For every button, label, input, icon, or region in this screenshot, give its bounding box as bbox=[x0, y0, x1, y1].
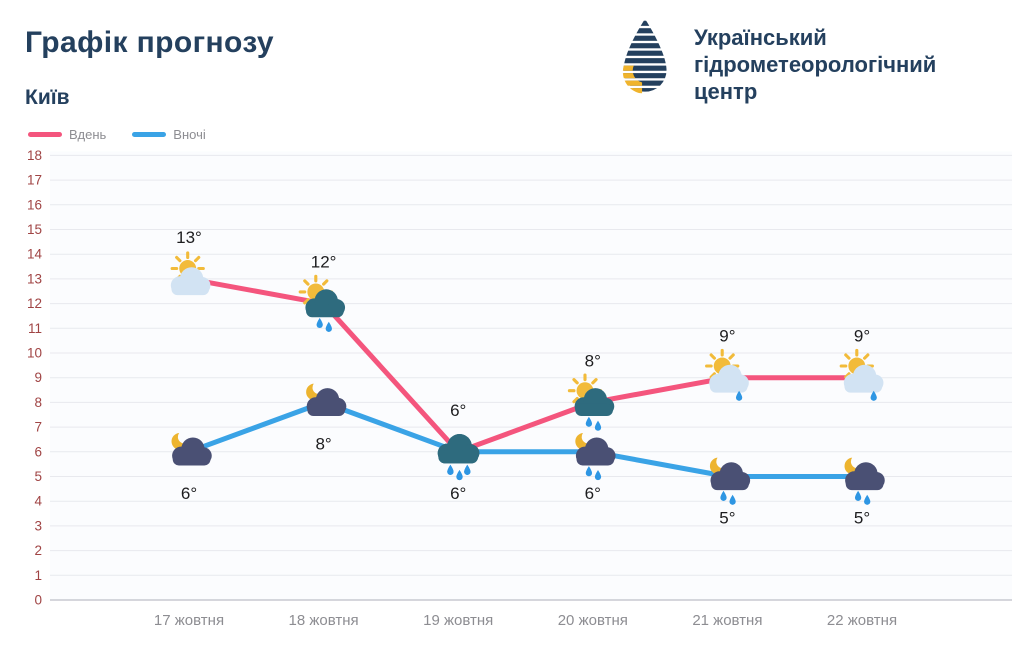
page-title: Графік прогнозу bbox=[25, 26, 274, 59]
org-logo-droplet-icon bbox=[622, 20, 667, 94]
org-brand: Український гідрометеорологічний центр bbox=[616, 14, 936, 106]
weather-icon-moon-raincloud bbox=[844, 457, 885, 505]
y-axis-label: 14 bbox=[27, 247, 43, 262]
y-axis-label: 7 bbox=[34, 420, 42, 435]
org-name: Український гідрометеорологічний центр bbox=[694, 24, 936, 105]
x-axis-label: 18 жовтня bbox=[289, 612, 359, 629]
x-axis-label: 21 жовтня bbox=[692, 612, 762, 629]
weather-icon-sun-raincloud bbox=[298, 274, 346, 332]
weather-icon-moon-raincloud bbox=[709, 457, 751, 505]
y-axis-label: 13 bbox=[27, 271, 42, 286]
weather-icon-sun-cloud bbox=[170, 251, 211, 296]
legend-swatch-day bbox=[28, 132, 62, 137]
legend-item-day: Вдень bbox=[28, 127, 106, 142]
y-axis-label: 0 bbox=[34, 593, 42, 608]
temp-label: 9° bbox=[719, 327, 735, 346]
y-axis-label: 3 bbox=[34, 518, 42, 533]
y-axis-label: 1 bbox=[34, 568, 42, 583]
temp-label: 12° bbox=[311, 253, 337, 272]
weather-icon-sun-cloud-drizzle bbox=[839, 348, 884, 401]
weather-icon-moon-cloud bbox=[171, 432, 212, 466]
org-name-line-2: гідрометеорологічний bbox=[694, 52, 937, 77]
y-axis-label: 16 bbox=[27, 197, 42, 212]
legend-label-night: Вночі bbox=[173, 127, 206, 142]
y-axis-label: 15 bbox=[27, 222, 42, 237]
y-axis-label: 10 bbox=[27, 346, 42, 361]
org-name-line-3: центр bbox=[694, 79, 758, 104]
temp-label: 9° bbox=[854, 327, 870, 346]
x-axis-label: 22 жовтня bbox=[827, 612, 897, 629]
temp-label: 6° bbox=[450, 401, 466, 420]
x-axis-label: 20 жовтня bbox=[558, 612, 628, 629]
temp-label: 8° bbox=[315, 434, 331, 453]
weather-icon-moon-cloud bbox=[306, 383, 347, 417]
day-line bbox=[186, 276, 865, 455]
y-axis-label: 9 bbox=[34, 370, 42, 385]
x-axis-label: 17 жовтня bbox=[154, 612, 224, 629]
weather-icon-moon-raincloud bbox=[575, 432, 616, 481]
x-axis-label: 19 жовтня bbox=[423, 612, 493, 629]
page-subtitle: Київ bbox=[25, 86, 70, 109]
temp-label: 5° bbox=[854, 509, 870, 528]
org-name-line-1: Український bbox=[694, 25, 827, 50]
y-axis-label: 4 bbox=[34, 494, 42, 509]
y-axis-label: 18 bbox=[27, 148, 42, 163]
y-axis-label: 17 bbox=[27, 173, 42, 188]
y-axis-label: 5 bbox=[34, 469, 42, 484]
legend-swatch-night bbox=[132, 132, 167, 137]
y-axis-label: 8 bbox=[34, 395, 42, 410]
legend-label-day: Вдень bbox=[69, 127, 107, 142]
weather-icon-sun-raincloud bbox=[567, 373, 615, 431]
weather-icon-raincloud bbox=[437, 434, 480, 481]
chart-legend: Вдень Вночі bbox=[28, 127, 206, 142]
y-axis-label: 6 bbox=[34, 444, 42, 459]
y-axis-label: 12 bbox=[27, 296, 42, 311]
y-axis-label: 2 bbox=[34, 543, 42, 558]
temp-label: 5° bbox=[719, 509, 735, 528]
weather-icon-sun-cloud-drizzle bbox=[705, 348, 749, 401]
night-line bbox=[186, 399, 865, 479]
temp-label: 13° bbox=[176, 228, 202, 247]
legend-item-night: Вночі bbox=[132, 127, 206, 142]
temp-label: 6° bbox=[181, 484, 197, 503]
temp-label: 6° bbox=[450, 484, 466, 503]
temp-label: 8° bbox=[585, 351, 601, 370]
y-axis-label: 11 bbox=[28, 321, 42, 336]
temp-label: 6° bbox=[585, 484, 601, 503]
